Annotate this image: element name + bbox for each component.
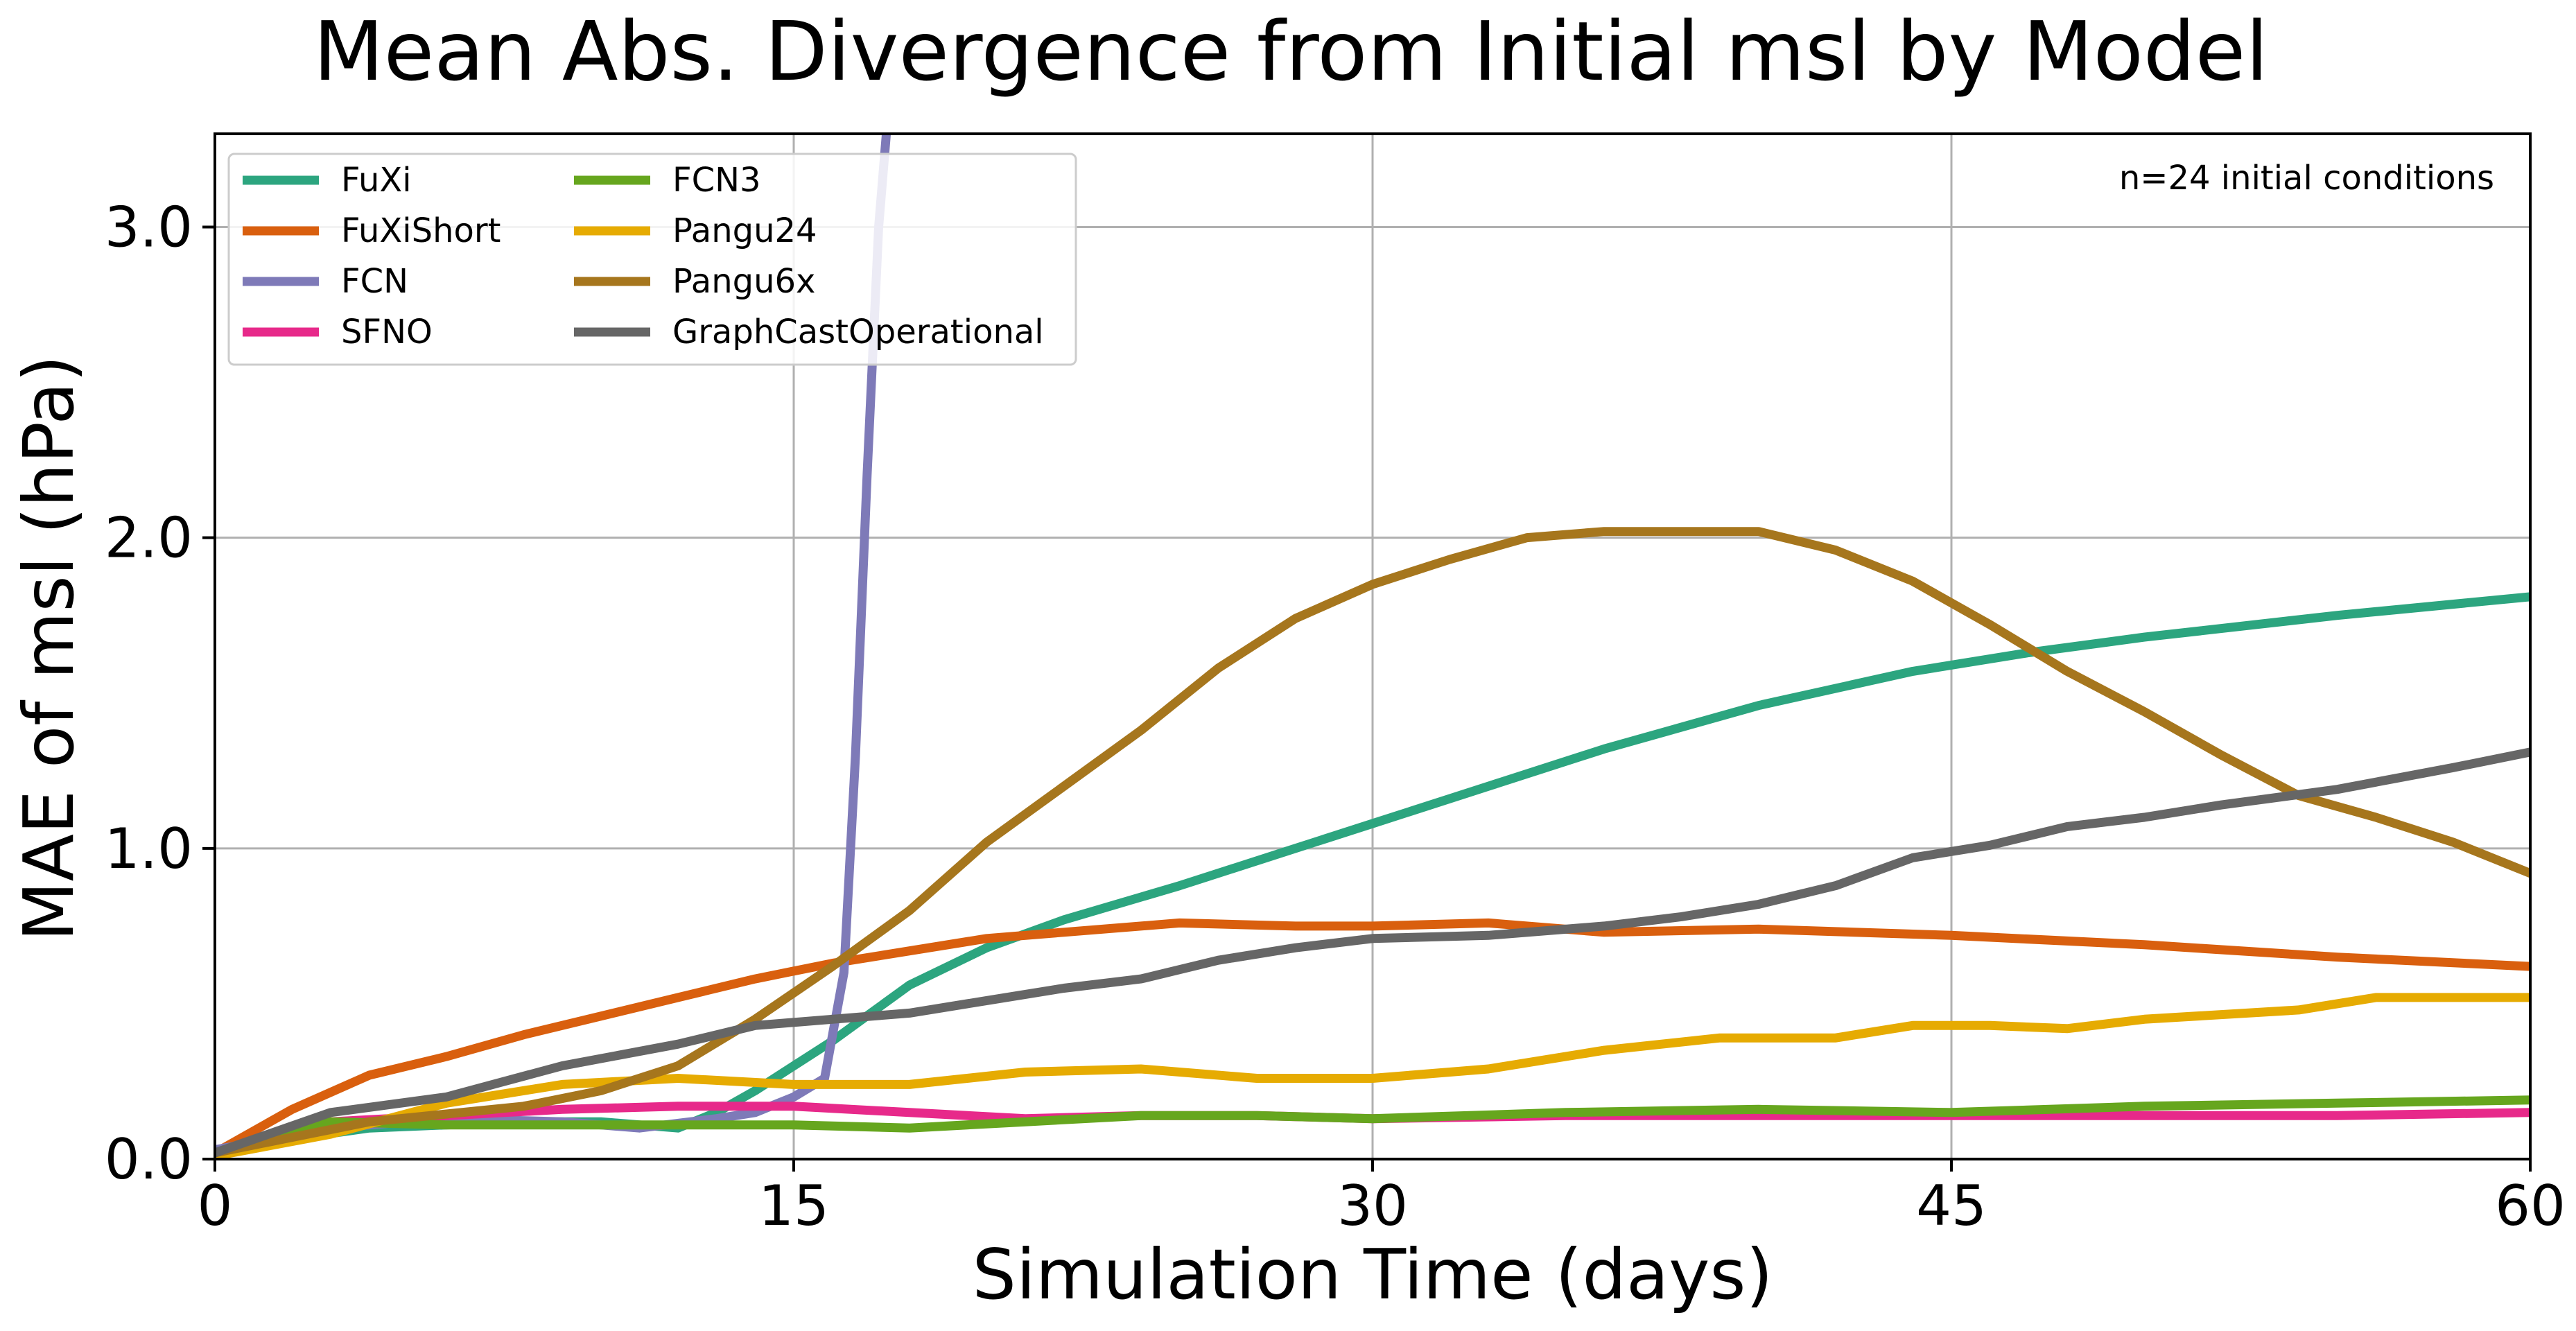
legend-label-fcn: FCN xyxy=(341,262,408,301)
legend-label-sfno: SFNO xyxy=(341,313,433,351)
legend: FuXi FuXiShort FCN SFNO FCN3 Pangu24 Pangu6x Gr… xyxy=(227,153,1077,366)
y-tick-label: 0.0 xyxy=(105,1127,193,1192)
legend-label-graphcastoperational: GraphCastOperational xyxy=(672,313,1044,351)
annotation-sample-size: n=24 initial conditions xyxy=(2119,159,2494,198)
series-layer xyxy=(215,134,2530,1159)
legend-box xyxy=(227,153,1077,366)
series-line-fcn3 xyxy=(215,1095,2530,1158)
x-tick-label: 15 xyxy=(758,1174,829,1238)
y-tick-label: 1.0 xyxy=(105,817,193,881)
y-axis-label: MAE of msl (hPa) xyxy=(8,355,89,941)
legend-label-fuxi: FuXi xyxy=(341,161,412,200)
series-line-fuxishort xyxy=(215,918,2530,1158)
x-tick-label: 60 xyxy=(2495,1174,2566,1238)
x-tick-label: 45 xyxy=(1916,1174,1987,1238)
chart-title: Mean Abs. Divergence from Initial msl by… xyxy=(313,3,2268,99)
legend-label-pangu24: Pangu24 xyxy=(672,211,817,250)
x-axis-label: Simulation Time (days) xyxy=(972,1234,1773,1315)
legend-label-fuxishort: FuXiShort xyxy=(341,211,501,250)
series-line-graphcastoperational xyxy=(215,747,2530,1158)
legend-label-fcn3: FCN3 xyxy=(672,161,761,200)
x-tick-label: 30 xyxy=(1337,1174,1408,1238)
y-tick-label: 3.0 xyxy=(105,195,193,259)
axis-ticks: 0 15 30 45 60 0.0 1.0 2.0 3.0 xyxy=(105,195,2566,1238)
y-tick-label: 2.0 xyxy=(105,506,193,571)
legend-label-pangu6x: Pangu6x xyxy=(672,262,815,301)
x-tick-label: 0 xyxy=(198,1174,233,1238)
